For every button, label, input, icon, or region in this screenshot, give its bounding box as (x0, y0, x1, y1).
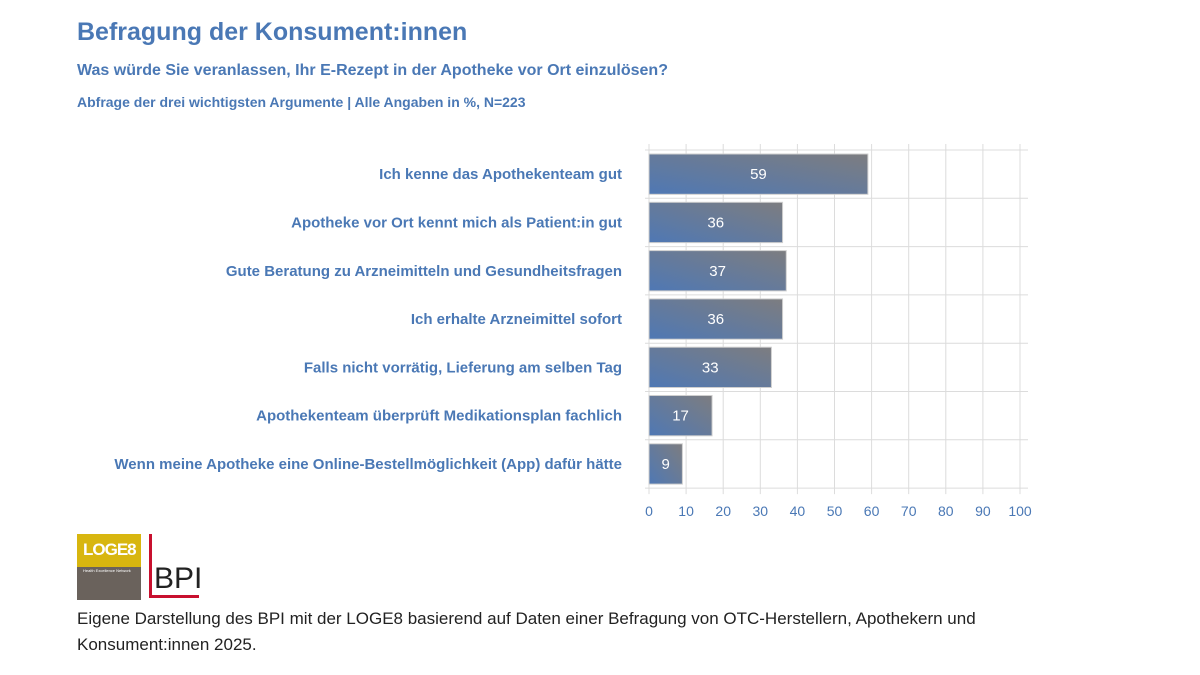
bar-value-label: 37 (709, 263, 726, 280)
bar-value-label: 9 (662, 456, 670, 473)
bar (648, 395, 713, 437)
bar (648, 201, 784, 244)
x-tick-label: 0 (645, 503, 653, 519)
bar (648, 443, 683, 485)
bar (648, 153, 869, 195)
bar-value-label: 36 (707, 311, 724, 328)
bar-value-label: 59 (750, 166, 767, 183)
category-label: Apotheke vor Ort kennt mich als Patient:… (291, 214, 622, 231)
bpi-logo: BPI (149, 534, 209, 598)
category-label: Ich erhalte Arzneimittel sofort (411, 311, 622, 328)
x-tick-label: 10 (678, 503, 694, 519)
loge8-logo: LOGE8 Health Excellence Network (77, 534, 141, 600)
x-tick-label: 40 (790, 503, 806, 519)
x-tick-label: 60 (864, 503, 880, 519)
chart-note: Abfrage der drei wichtigsten Argumente |… (77, 94, 526, 110)
x-tick-label: 20 (715, 503, 731, 519)
category-label: Ich kenne das Apothekenteam gut (379, 166, 622, 183)
bar (648, 298, 784, 340)
category-label: Falls nicht vorrätig, Lieferung am selbe… (304, 359, 622, 376)
chart-subtitle: Was würde Sie veranlassen, Ihr E-Rezept … (77, 62, 668, 79)
x-tick-label: 50 (827, 503, 843, 519)
category-label: Wenn meine Apotheke eine Online-Bestellm… (114, 456, 622, 473)
x-tick-label: 100 (1008, 503, 1032, 519)
source-footnote: Eigene Darstellung des BPI mit der LOGE8… (77, 609, 976, 654)
bar (648, 346, 772, 389)
bar-value-label: 33 (702, 359, 719, 376)
x-tick-label: 80 (938, 503, 954, 519)
x-tick-label: 90 (975, 503, 991, 519)
chart-title: Befragung der Konsument:innen (77, 18, 468, 46)
bar-value-label: 17 (672, 408, 689, 425)
x-tick-label: 70 (901, 503, 917, 519)
bar-value-label: 36 (707, 214, 724, 231)
bar-chart: 59 Ich kenne das Apothekenteam gut 36 Apoth… (114, 144, 1032, 519)
category-label: Apothekenteam überprüft Medikationsplan … (256, 408, 622, 425)
bar (648, 250, 787, 292)
x-tick-label: 30 (753, 503, 769, 519)
category-label: Gute Beratung zu Arzneimitteln und Gesun… (226, 263, 622, 280)
